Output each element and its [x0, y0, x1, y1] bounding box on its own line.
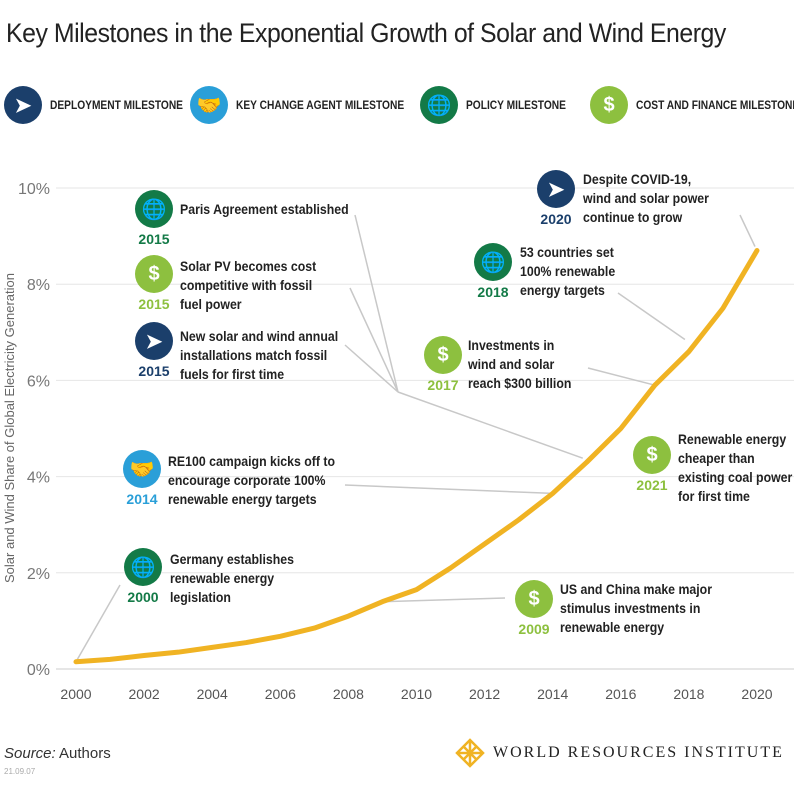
x-tick-label: 2020 [741, 686, 772, 702]
x-tick-label: 2016 [605, 686, 636, 702]
milestone-year: 2015 [138, 296, 170, 312]
paper-plane-icon: ➤ [135, 322, 173, 360]
x-tick-label: 2006 [265, 686, 296, 702]
legend-item-globe: 🌐 POLICY MILESTONE [420, 86, 584, 124]
milestone-text: Solar PV becomes cost competitive with f… [180, 258, 317, 312]
milestone-year: 2000 [127, 589, 159, 605]
leader-line [75, 584, 121, 663]
milestone-text: Renewable energy cheaper than existing c… [678, 431, 793, 504]
wri-logo: WORLD RESOURCES INSTITUTE [455, 738, 784, 768]
leader-line [354, 214, 399, 393]
legend-item-paper-plane: ➤ DEPLOYMENT MILESTONE [4, 86, 206, 124]
paper-plane-icon: ➤ [537, 170, 575, 208]
y-tick-label: 4% [27, 470, 50, 487]
milestone-text: Investments in wind and solar reach $300… [468, 337, 572, 391]
legend-label: COST AND FINANCE MILESTONE [636, 98, 794, 112]
leader-line [397, 391, 584, 459]
milestone-year: 2015 [138, 231, 170, 247]
y-tick-label: 8% [27, 277, 50, 294]
dollar-icon: $ [424, 336, 462, 374]
paper-plane-icon: ➤ [4, 86, 42, 124]
y-tick-label: 0% [27, 662, 50, 679]
milestone-text: RE100 campaign kicks off to encourage co… [168, 453, 336, 507]
y-tick-label: 6% [27, 373, 50, 390]
legend-label: KEY CHANGE AGENT MILESTONE [236, 98, 405, 112]
globe-icon: 🌐 [135, 190, 173, 228]
legend-item-handshake: 🤝 KEY CHANGE AGENT MILESTONE [190, 86, 434, 124]
dollar-icon: $ [590, 86, 628, 124]
x-tick-label: 2004 [197, 686, 228, 702]
wri-logo-icon [455, 738, 485, 768]
milestone-text: Paris Agreement established [180, 201, 349, 217]
source-label: Source: [4, 745, 56, 762]
milestone-text: Despite COVID-19, wind and solar power c… [583, 171, 709, 225]
dollar-icon: $ [515, 580, 553, 618]
y-tick-label: 10% [18, 181, 50, 198]
milestone-year: 2017 [427, 377, 459, 393]
milestone-year: 2015 [138, 363, 170, 379]
chart: 0% 2% 4% 6% 8% 10% 2000 2002 2004 2006 2008 2010 201… [2, 181, 794, 702]
globe-icon: 🌐 [420, 86, 458, 124]
milestone-text: US and China make major stimulus investm… [560, 581, 712, 635]
wri-logo-text: WORLD RESOURCES INSTITUTE [493, 744, 784, 761]
milestone-text: New solar and wind annual installations … [180, 328, 339, 382]
leader-line [344, 344, 399, 393]
x-tick-label: 2000 [60, 686, 91, 702]
milestone-year: 2018 [477, 284, 509, 300]
milestone-year: 2014 [126, 491, 158, 507]
milestone-year: 2021 [636, 477, 668, 493]
leader-line [344, 484, 553, 495]
x-tick-label: 2012 [469, 686, 500, 702]
y-axis-label: Solar and Wind Share of Global Electrici… [2, 273, 17, 583]
leader-line [587, 367, 656, 386]
x-tick-label: 2002 [129, 686, 160, 702]
globe-icon: 🌐 [474, 243, 512, 281]
dollar-icon: $ [135, 255, 173, 293]
x-tick-label: 2018 [673, 686, 704, 702]
source-value: Authors [59, 745, 111, 762]
handshake-icon: 🤝 [123, 450, 161, 488]
leader-line [349, 287, 399, 393]
handshake-icon: 🤝 [190, 86, 228, 124]
date-stamp: 21.09.07 [4, 767, 36, 776]
legend-label: DEPLOYMENT MILESTONE [50, 98, 183, 112]
leader-line [739, 214, 756, 247]
milestone-text: 53 countries set 100% renewable energy t… [520, 244, 616, 298]
dollar-icon: $ [633, 436, 671, 474]
leader-line [385, 597, 506, 603]
y-tick-label: 2% [27, 566, 50, 583]
x-tick-label: 2010 [401, 686, 432, 702]
x-tick-label: 2008 [333, 686, 364, 702]
milestone-text: Germany establishes renewable energy leg… [170, 551, 294, 605]
source: Source: Authors [4, 745, 111, 762]
milestone-year: 2020 [540, 211, 572, 227]
x-tick-label: 2014 [537, 686, 568, 702]
leader-line [617, 292, 686, 341]
legend-item-dollar: $ COST AND FINANCE MILESTONE [590, 86, 794, 124]
milestone-year: 2009 [518, 621, 550, 637]
legend-label: POLICY MILESTONE [466, 98, 566, 112]
globe-icon: 🌐 [124, 548, 162, 586]
chart-title: Key Milestones in the Exponential Growth… [6, 18, 726, 48]
